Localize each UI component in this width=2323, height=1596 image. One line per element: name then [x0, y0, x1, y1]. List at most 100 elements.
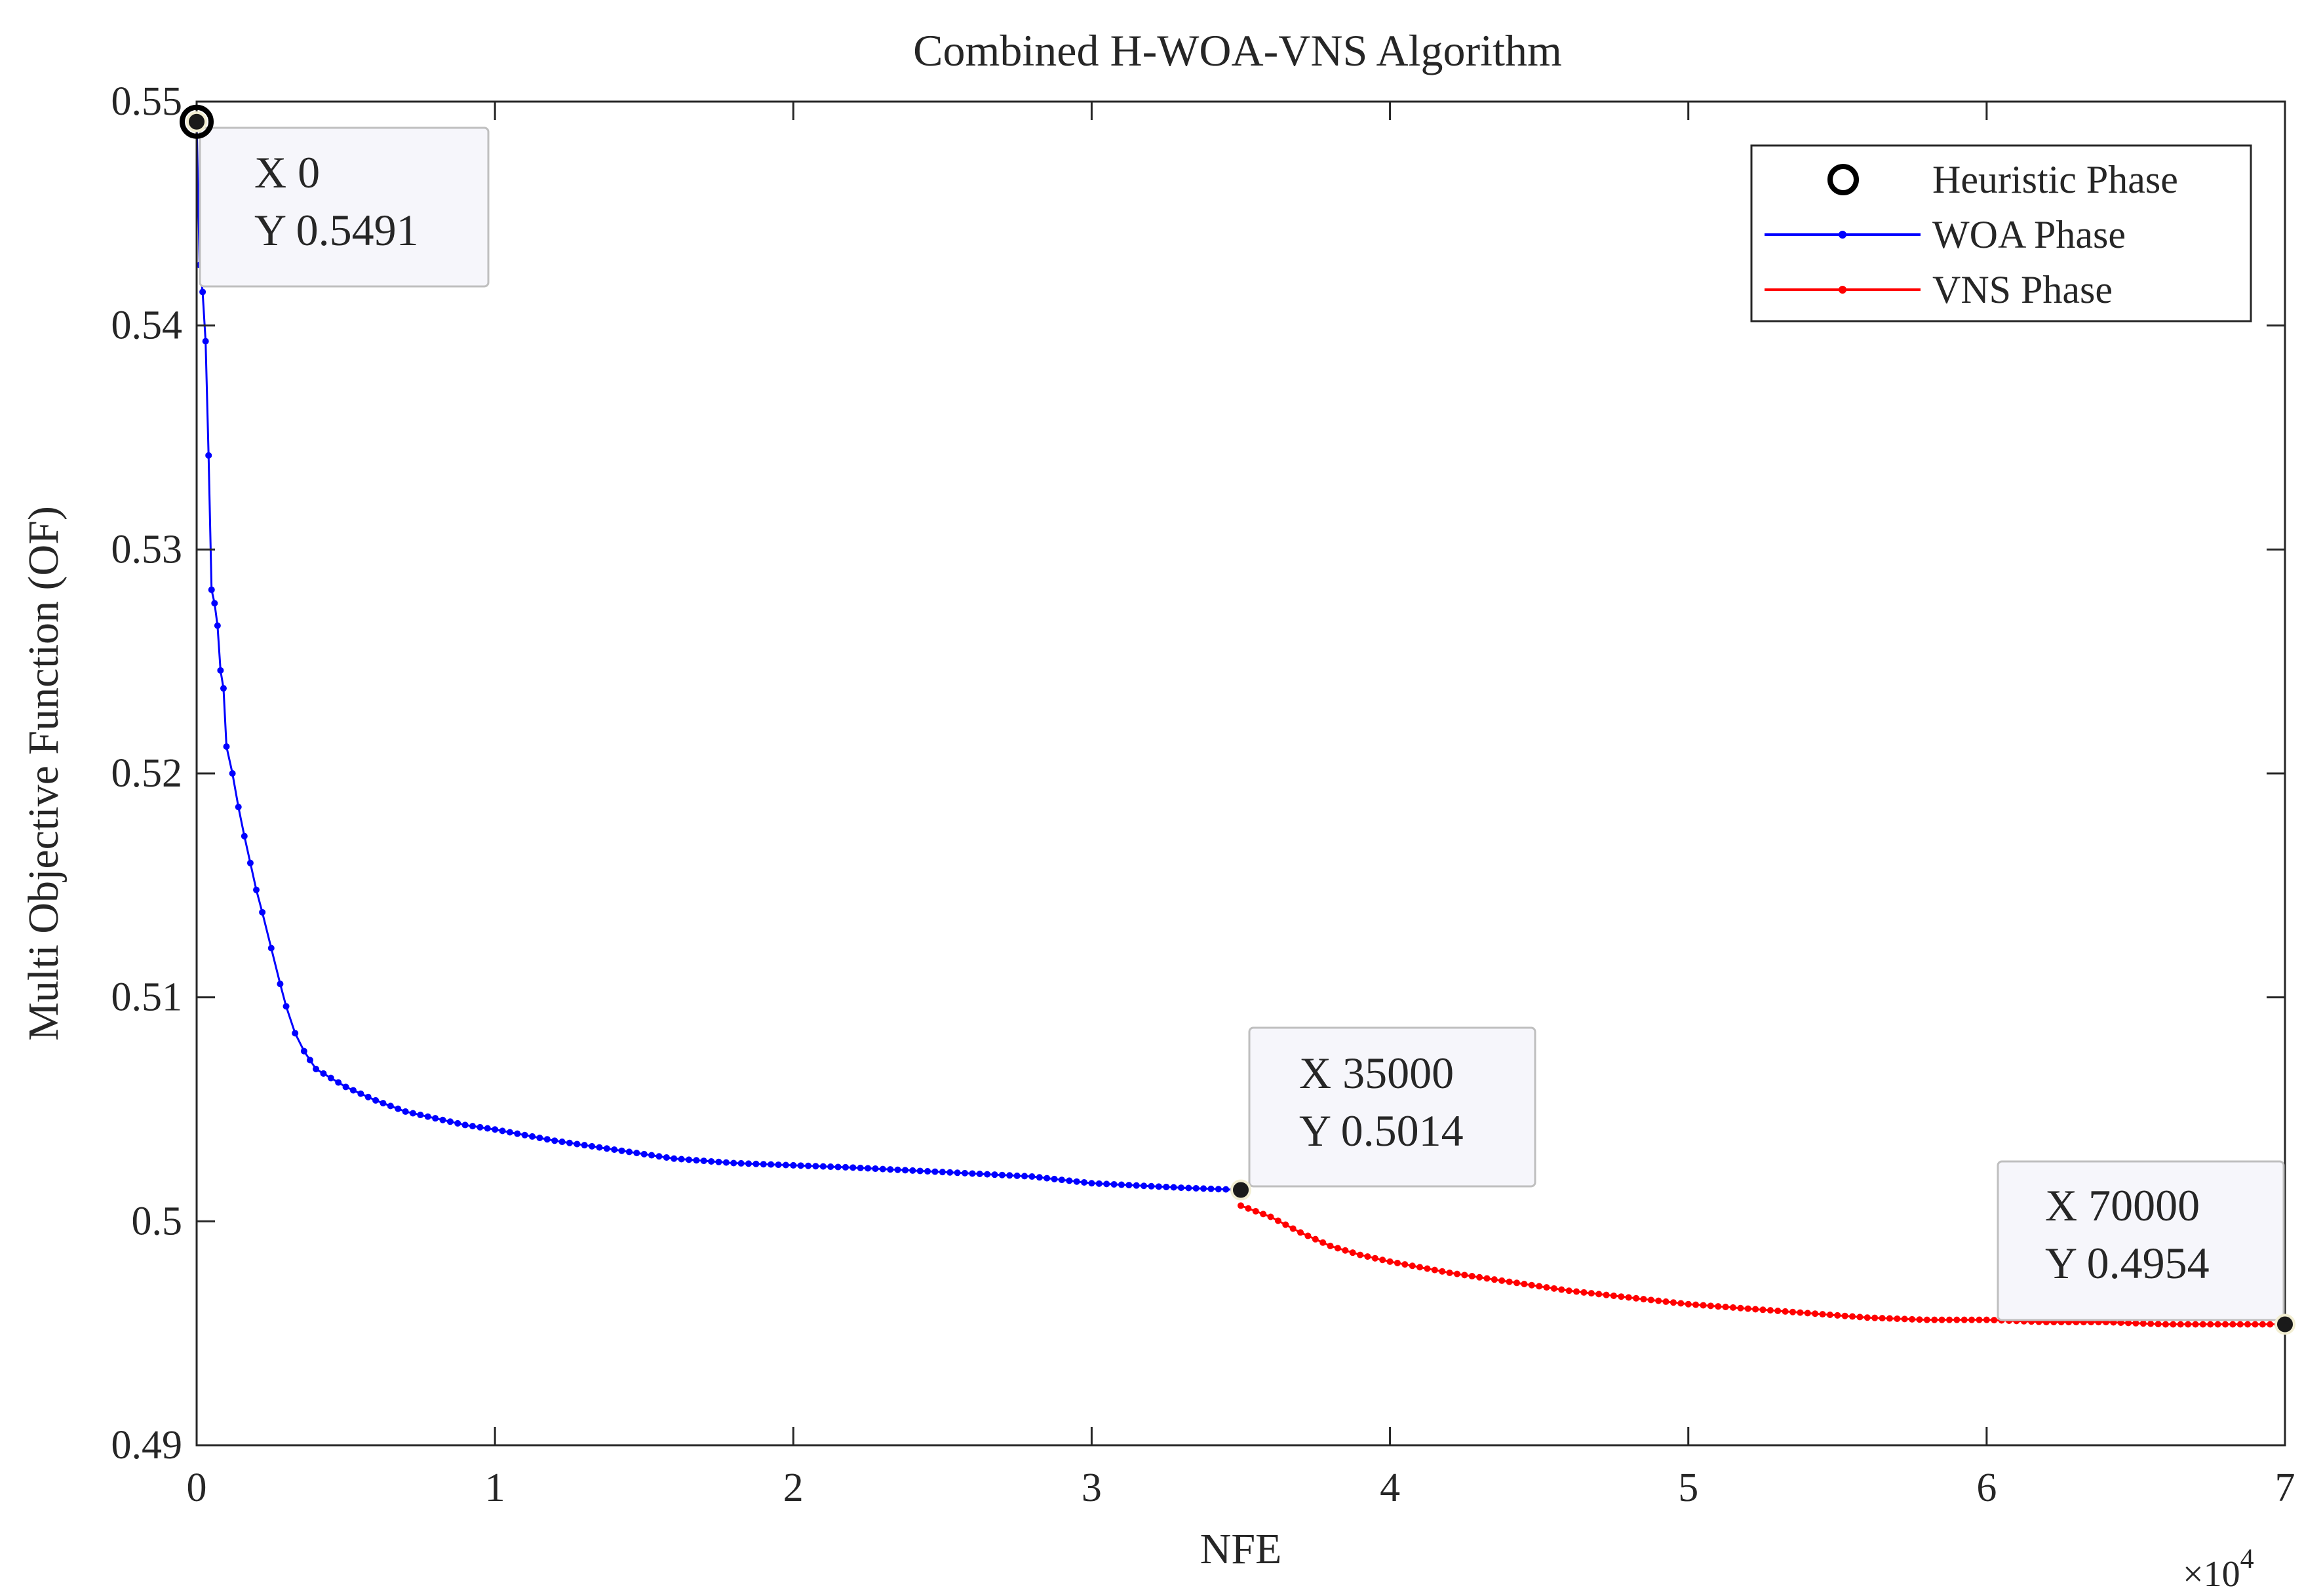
- vns-phase-point: [1729, 1304, 1736, 1311]
- vns-phase-point: [1669, 1299, 1677, 1306]
- vns-phase-point: [1826, 1311, 1833, 1318]
- vns-phase-point: [2236, 1321, 2244, 1328]
- vns-phase-point: [1483, 1275, 1491, 1282]
- legend-heuristic-label: Heuristic Phase: [1932, 158, 2178, 201]
- woa-phase-point: [253, 886, 260, 893]
- vns-phase-point: [1498, 1277, 1506, 1284]
- y-tick-label: 0.5: [132, 1199, 183, 1243]
- vns-phase-point: [1744, 1305, 1751, 1312]
- woa-phase-point: [1013, 1172, 1021, 1179]
- woa-phase-point: [424, 1113, 431, 1120]
- heuristic-phase-marker: [180, 104, 214, 139]
- woa-phase-point: [857, 1164, 864, 1171]
- woa-phase-point: [782, 1161, 789, 1169]
- vns-phase-point: [1342, 1247, 1349, 1254]
- woa-phase-point: [205, 452, 212, 459]
- vns-phase-point: [1625, 1294, 1632, 1301]
- vns-phase-point: [1506, 1278, 1513, 1285]
- woa-phase-point: [558, 1139, 566, 1146]
- woa-phase-point: [574, 1140, 581, 1148]
- vns-phase-point: [1476, 1274, 1483, 1281]
- woa-phase-point: [998, 1171, 1005, 1178]
- vns-phase-point: [2139, 1320, 2147, 1327]
- woa-phase-point: [611, 1146, 618, 1153]
- vns-phase-point: [1312, 1236, 1319, 1243]
- vns-phase-point: [2267, 1321, 2274, 1328]
- woa-phase-point: [543, 1136, 551, 1143]
- woa-phase-point: [931, 1168, 939, 1175]
- woa-phase-point: [722, 1159, 730, 1166]
- datatip-end[interactable]: X 70000 Y 0.4954: [1997, 1160, 2285, 1321]
- vns-phase-point: [1468, 1273, 1475, 1280]
- datatip-switch-x: X 35000: [1299, 1048, 1454, 1098]
- woa-phase-point: [947, 1169, 954, 1176]
- vns-phase-point: [1453, 1270, 1460, 1277]
- woa-phase-point: [283, 1003, 290, 1010]
- vns-phase-point: [2207, 1321, 2214, 1328]
- vns-phase-point: [1700, 1302, 1707, 1309]
- vns-phase-point: [2214, 1321, 2221, 1328]
- vns-phase-point: [1364, 1253, 1371, 1260]
- y-axis-label: Multi Objective Function (OF): [20, 506, 68, 1041]
- vns-phase-point: [1692, 1301, 1700, 1308]
- vns-phase-point: [1834, 1312, 1841, 1319]
- y-tick-label: 0.53: [111, 527, 183, 572]
- woa-phase-point: [976, 1171, 983, 1178]
- woa-phase-point: [700, 1158, 707, 1165]
- vns-phase-point: [1491, 1276, 1498, 1283]
- woa-phase-point: [842, 1163, 849, 1171]
- vns-phase-point: [1565, 1287, 1572, 1294]
- vns-phase-point: [1304, 1232, 1312, 1239]
- vns-phase-point: [1767, 1307, 1774, 1314]
- vns-phase-point: [1461, 1272, 1468, 1279]
- woa-phase-point: [372, 1097, 380, 1104]
- datatip-marker[interactable]: [1230, 1179, 1251, 1201]
- vns-phase-point: [1558, 1286, 1565, 1293]
- woa-phase-point: [1222, 1186, 1230, 1193]
- woa-phase-point: [484, 1125, 491, 1132]
- woa-phase-point: [395, 1105, 402, 1112]
- woa-phase-point: [1170, 1184, 1177, 1191]
- woa-phase-point: [259, 908, 266, 916]
- woa-phase-point: [506, 1129, 513, 1136]
- woa-phase-point: [1088, 1180, 1095, 1187]
- vns-phase-point: [1297, 1229, 1304, 1236]
- woa-phase-point: [760, 1161, 767, 1168]
- vns-phase-point: [1573, 1288, 1580, 1295]
- vns-phase-point: [2252, 1321, 2259, 1328]
- woa-phase-point: [640, 1150, 648, 1158]
- vns-phase-point: [2177, 1321, 2184, 1328]
- woa-phase-point: [211, 600, 218, 607]
- vns-phase-point: [1618, 1293, 1625, 1300]
- woa-phase-point: [655, 1153, 663, 1160]
- datatip-end-x: X 70000: [2045, 1180, 2200, 1230]
- woa-phase-point: [916, 1167, 924, 1175]
- woa-phase-point: [235, 804, 242, 811]
- woa-phase-point: [1215, 1186, 1222, 1193]
- woa-phase-point: [879, 1165, 886, 1173]
- vns-phase-point: [1647, 1296, 1654, 1304]
- vns-phase-point: [1938, 1316, 1945, 1323]
- vns-phase-point: [1550, 1285, 1557, 1292]
- vns-phase-point: [1357, 1251, 1364, 1258]
- datatip-start[interactable]: X 0 Y 0.5491: [199, 127, 490, 288]
- datatip-marker[interactable]: [186, 111, 207, 132]
- vns-phase-point: [2125, 1319, 2132, 1327]
- vns-phase-point: [1334, 1245, 1341, 1252]
- woa-phase-point: [551, 1137, 558, 1144]
- datatip-marker[interactable]: [2274, 1314, 2295, 1335]
- woa-phase-point: [492, 1126, 499, 1133]
- vns-phase-point: [1394, 1259, 1401, 1266]
- legend-woa-label: WOA Phase: [1932, 213, 2126, 256]
- datatip-start-box: [199, 127, 490, 288]
- vns-phase-point: [1603, 1291, 1610, 1298]
- vns-phase-point: [1804, 1310, 1811, 1317]
- vns-phase-point: [1633, 1294, 1640, 1302]
- datatip-switch[interactable]: X 35000 Y 0.5014: [1248, 1026, 1536, 1188]
- woa-phase-point: [199, 288, 206, 296]
- woa-phase-point: [819, 1163, 827, 1170]
- woa-phase-point: [1103, 1180, 1110, 1188]
- woa-phase-point: [566, 1139, 573, 1146]
- vns-phase-point: [1260, 1211, 1267, 1218]
- vns-phase-point: [2170, 1321, 2177, 1328]
